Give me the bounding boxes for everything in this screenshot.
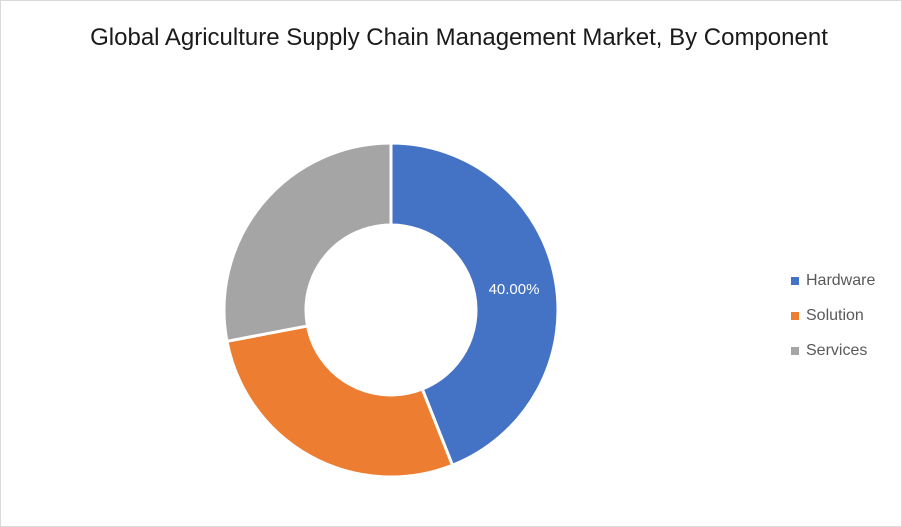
donut-slice-hardware	[389, 141, 560, 468]
legend-swatch	[791, 346, 799, 355]
chart-title: Global Agriculture Supply Chain Manageme…	[90, 24, 828, 51]
legend: Hardware Solution Services	[791, 263, 875, 368]
legend-item-solution: Solution	[791, 298, 875, 333]
legend-swatch	[791, 276, 799, 285]
donut-slice-services	[222, 141, 393, 344]
legend-item-services: Services	[791, 333, 875, 368]
donut-slice-solution	[225, 324, 455, 479]
legend-label: Services	[806, 341, 868, 359]
data-label-hardware: 40.00%	[489, 281, 540, 298]
legend-item-hardware: Hardware	[791, 263, 875, 298]
legend-label: Hardware	[806, 271, 876, 289]
legend-label: Solution	[806, 306, 864, 324]
legend-swatch	[791, 311, 799, 320]
